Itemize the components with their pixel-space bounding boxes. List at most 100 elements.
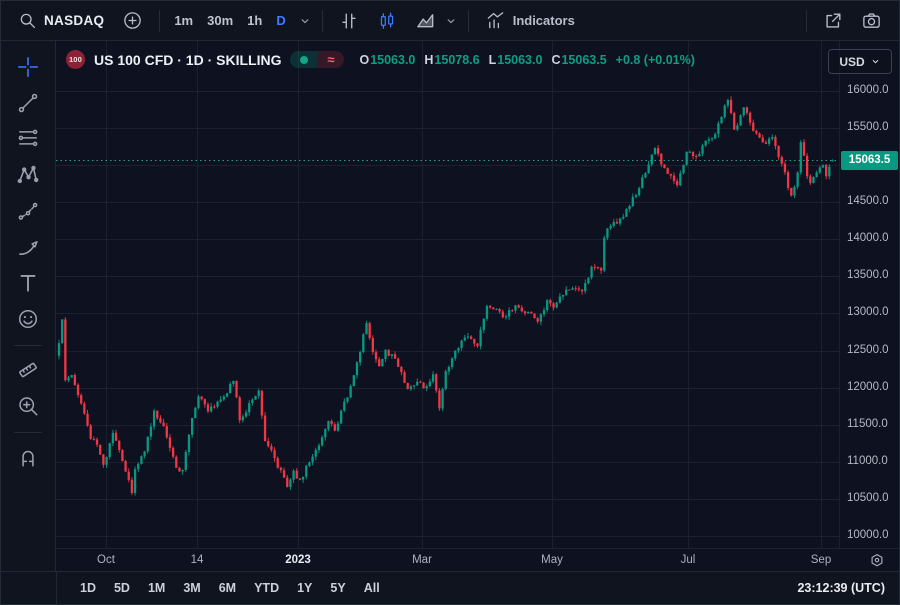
symbol-logo: 100 [66,50,85,69]
time-label-sep: Sep [810,554,832,566]
chevron-down-icon [870,56,881,67]
fib-retracement-icon [16,127,40,151]
toolbar-divider [159,9,161,32]
measure-icon [16,358,40,382]
range-5y[interactable]: 5Y [330,581,346,595]
chevron-down-icon [444,14,458,28]
tool-measure[interactable] [11,353,45,387]
price-tick: 12500.0 [847,343,889,356]
tool-zoom-in[interactable] [11,389,45,423]
price-tick: 16000.0 [847,83,889,96]
high-label: H [424,52,434,67]
market-status-pill[interactable]: ≈ [290,51,345,68]
tool-text[interactable] [11,266,45,300]
currency-dropdown[interactable]: USD [828,49,892,74]
close-label: C [551,52,561,67]
external-link-icon [823,11,843,31]
sidebar-divider [14,432,42,433]
time-label-14: 14 [190,554,204,566]
tool-forecast[interactable] [11,194,45,228]
range-5d[interactable]: 5D [113,581,130,595]
date-range-group: 1D 5D 1M 3M 6M YTD 1Y 5Y All [71,578,389,598]
sidebar-divider [14,345,42,346]
tool-emoji[interactable] [11,302,45,336]
top-toolbar: NASDAQ 1m 30m 1h D [1,1,899,41]
range-3m[interactable]: 3M [183,581,201,595]
gridlines [56,41,839,548]
text-icon [16,271,40,295]
price-tick: 10500.0 [847,491,889,504]
time-label-jul: Jul [680,554,696,566]
price-tick: 13000.0 [847,306,889,319]
tool-magnet[interactable] [11,440,45,474]
price-tick: 15500.0 [847,121,889,134]
chart-type-bars-button[interactable] [330,6,368,36]
indicators-label: Indicators [512,13,575,28]
timeframe-d[interactable]: D [276,13,286,28]
price-tick: 14500.0 [847,195,889,208]
chart-type-menu-button[interactable] [441,9,461,33]
low-value: 15063.0 [497,52,543,67]
chart-type-candles-button[interactable] [368,6,406,36]
candles-icon [377,11,397,31]
brush-icon [16,235,40,259]
camera-icon [861,10,882,31]
symbol-title[interactable]: US 100 CFD · 1D · SKILLING [94,51,282,68]
toolbar-divider [321,9,323,32]
clock-utc[interactable]: 23:12:39 (UTC) [797,581,885,595]
drawing-toolbar [1,41,56,571]
tool-brush[interactable] [11,230,45,264]
time-axis[interactable]: Oct 14 2023 Mar May Jul Sep [56,548,899,574]
candlestick-series [57,96,834,496]
symbol-search-label: NASDAQ [44,13,105,28]
open-label: O [359,52,370,67]
range-6m[interactable]: 6M [218,581,237,595]
market-open-dot-icon [290,51,318,68]
chart-type-area-button[interactable] [406,5,439,36]
timeframe-menu-button[interactable] [295,9,315,33]
timeframe-group: 1m 30m 1h D [167,8,292,33]
trend-line-icon [16,91,40,115]
compare-add-button[interactable] [113,5,152,36]
tool-fib-retracement[interactable] [11,122,45,156]
price-tick: 11500.0 [847,417,888,430]
forecast-icon [16,199,40,223]
open-value: 15063.0 [370,52,416,67]
toolbar-right-group [799,5,891,36]
price-tick: 11000.0 [847,454,888,467]
timeframe-1m[interactable]: 1m [174,13,194,28]
timeframe-1h[interactable]: 1h [247,13,263,28]
plus-circle-icon [122,10,143,31]
range-all[interactable]: All [363,581,380,595]
price-axis[interactable]: 16000.0 15500.0 14500.0 14000.0 13500.0 13000… [839,41,899,548]
chart-canvas[interactable] [56,41,839,548]
price-tick: 14000.0 [847,232,889,245]
change-value: +0.8 (+0.01%) [615,52,695,67]
symbol-search-button[interactable]: NASDAQ [9,6,113,35]
area-icon [415,10,436,31]
range-1y[interactable]: 1Y [297,581,313,595]
bars-icon [339,11,359,31]
range-1d[interactable]: 1D [80,581,96,595]
range-1m[interactable]: 1M [147,581,166,595]
tool-trend-line[interactable] [11,86,45,120]
low-label: L [488,52,497,67]
range-ytd[interactable]: YTD [254,581,280,595]
emoji-icon [16,307,40,331]
high-value: 15078.6 [434,52,480,67]
price-tick: 12000.0 [847,380,889,393]
indicators-icon [485,10,506,31]
snapshot-button[interactable] [852,5,891,36]
share-button[interactable] [814,6,852,36]
zoom-in-icon [16,394,40,418]
tool-xabcd-pattern[interactable] [11,158,45,192]
tool-crosshair[interactable] [11,50,45,84]
time-label-mar: Mar [412,554,432,566]
magnet-icon [16,445,40,469]
toolbar-divider [467,9,469,32]
indicators-button[interactable]: Indicators [476,5,584,36]
current-price-badge: 15063.5 [841,150,898,170]
chart-settings-gear-icon[interactable] [868,552,886,575]
timeframe-30m[interactable]: 30m [207,13,234,28]
